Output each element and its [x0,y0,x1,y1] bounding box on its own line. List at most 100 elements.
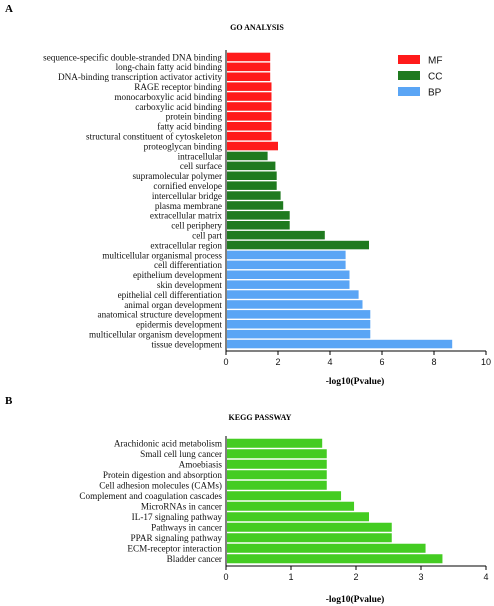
go-label-fatty-acid-binding: fatty acid binding [157,122,222,132]
go-x-tick-label: 10 [481,357,491,367]
go-x-axis: 0 2 4 6 8 10 [223,50,491,367]
go-label-epithelial-cell-differentiation: epithelial cell differentiation [118,290,223,300]
kegg-x-tick-label: 1 [288,572,293,582]
go-bar-tissue-development [227,339,453,349]
kegg-label-small-cell-lung-cancer: Small cell lung cancer [140,449,222,459]
kegg-x-tick-label: 3 [418,572,423,582]
go-bar-multicellular-organism-development [227,329,371,339]
go-label-epithelium-development: epithelium development [133,270,222,280]
go-bar-anatomical-structure-development [227,310,371,319]
go-bar-long-chain-fatty-acid-binding [227,62,271,72]
go-label-multicellular-organism-development: multicellular organism development [89,329,222,339]
go-x-tick-label: 0 [223,357,228,367]
legend-label-cc: CC [428,72,442,83]
legend-label-bp: BP [428,88,442,99]
go-label-cell-surface: cell surface [180,161,222,171]
go-bar-cell-part [227,230,325,240]
go-bar-skin-development [227,280,350,289]
kegg-x-axis-label: -log10(Pvalue) [326,594,385,605]
kegg-label-ppar-signaling-pathway: PPAR signaling pathway [130,533,222,543]
go-bar-dna-binding-transcription-activator-activity [227,72,271,82]
go-label-plasma-membrane: plasma membrane [155,201,222,211]
go-bar-supramolecular-polymer [227,171,277,181]
kegg-label-arachidonic-acid-metabolism: Arachidonic acid metabolism [114,439,222,449]
kegg-label-il-17-signaling-pathway: IL-17 signaling pathway [132,512,223,522]
go-label-carboxylic-acid-binding: carboxylic acid binding [135,102,222,112]
go-bar-cell-differentiation [227,260,346,270]
go-bar-intercellular-bridge [227,191,281,200]
go-label-intracellular: intracellular [178,151,222,161]
kegg-label-pathways-in-cancer: Pathways in cancer [151,523,222,533]
legend-swatch-mf [398,55,420,64]
kegg-panel: B KEGG PASSWAY Arachidonic acid metaboli… [5,395,489,605]
go-label-cell-part: cell part [192,230,222,240]
go-bar-carboxylic-acid-binding [227,102,272,111]
kegg-x-tick-label: 0 [223,572,228,582]
go-x-tick-label: 6 [379,357,384,367]
go-bar-epithelium-development [227,270,350,280]
kegg-label-amoebiasis: Amoebiasis [179,460,223,470]
go-label-structural-constituent-of-cytoskeleton: structural constituent of cytoskeleton [86,131,222,141]
kegg-bar-amoebiasis [227,459,327,469]
panel-a-letter: A [5,3,13,15]
kegg-x-axis: 0 1 2 3 4 [223,436,489,582]
go-bar-rage-receptor-binding [227,82,272,91]
go-label-rage-receptor-binding: RAGE receptor binding [134,82,222,92]
go-label-proteoglycan-binding: proteoglycan binding [144,141,223,151]
kegg-bar-protein-digestion-and-absorption [227,470,327,480]
go-bar-cornified-envelope [227,181,277,190]
kegg-x-tick-label: 4 [483,572,488,582]
go-label-protein-binding: protein binding [166,112,223,122]
kegg-label-complement-and-coagulation-cascades: Complement and coagulation cascades [79,491,222,501]
go-category-labels: sequence-specific double-stranded DNA bi… [43,52,222,349]
go-label-cell-periphery: cell periphery [171,221,222,231]
go-bar-fatty-acid-binding [227,121,272,131]
go-label-extracellular-region: extracellular region [150,240,222,250]
go-bar-cell-surface [227,161,276,171]
go-label-dna-binding-transcription-activator-activity: DNA-binding transcription activator acti… [58,72,222,82]
kegg-bar-cell-adhesion-molecules-cams [227,480,327,490]
go-bar-epithelial-cell-differentiation [227,290,359,299]
kegg-bar-ppar-signaling-pathway [227,533,392,543]
kegg-label-bladder-cancer: Bladder cancer [167,554,222,564]
go-label-sequence-specific-double-stranded-dna-binding: sequence-specific double-stranded DNA bi… [43,52,222,62]
go-label-epidermis-development: epidermis development [136,320,222,330]
go-label-skin-development: skin development [157,280,223,290]
go-label-cornified-envelope: cornified envelope [153,181,222,191]
go-bar-extracellular-matrix [227,211,290,220]
go-label-animal-organ-development: animal organ development [124,300,222,310]
kegg-bars [227,438,443,564]
go-label-cell-differentiation: cell differentiation [154,260,222,270]
go-label-intercellular-bridge: intercellular bridge [152,191,222,201]
go-bar-proteoglycan-binding [227,141,278,151]
kegg-bar-complement-and-coagulation-cascades [227,491,342,501]
go-chart-title: GO ANALYSIS [230,23,284,32]
go-x-tick-label: 2 [275,357,280,367]
kegg-bar-pathways-in-cancer [227,522,392,532]
kegg-label-cell-adhesion-molecules-cams: Cell adhesion molecules (CAMs) [99,481,222,491]
legend-swatch-cc [398,71,420,80]
go-bar-epidermis-development [227,319,371,329]
go-label-supramolecular-polymer: supramolecular polymer [132,171,222,181]
legend-label-mf: MF [428,56,442,67]
go-bar-plasma-membrane [227,201,284,210]
kegg-bar-bladder-cancer [227,554,443,564]
go-bar-animal-organ-development [227,300,363,309]
kegg-bar-il-17-signaling-pathway [227,512,369,522]
go-label-extracellular-matrix: extracellular matrix [150,211,223,221]
go-x-axis-label: -log10(Pvalue) [326,376,385,387]
go-bar-cell-periphery [227,220,290,230]
go-bar-protein-binding [227,112,272,121]
go-bar-extracellular-region [227,240,369,250]
go-label-multicellular-organismal-process: multicellular organismal process [102,250,222,260]
go-bar-monocarboxylic-acid-binding [227,92,272,101]
go-label-monocarboxylic-acid-binding: monocarboxylic acid binding [114,92,222,102]
kegg-label-ecm-receptor-interaction: ECM-receptor interaction [127,544,222,554]
go-x-tick-label: 8 [431,357,436,367]
go-bar-sequence-specific-double-stranded-dna-binding [227,52,271,62]
go-analysis-panel: A GO ANALYSIS sequence-specific double-s… [5,3,491,387]
kegg-bar-ecm-receptor-interaction [227,543,426,553]
go-label-anatomical-structure-development: anatomical structure development [98,310,223,320]
